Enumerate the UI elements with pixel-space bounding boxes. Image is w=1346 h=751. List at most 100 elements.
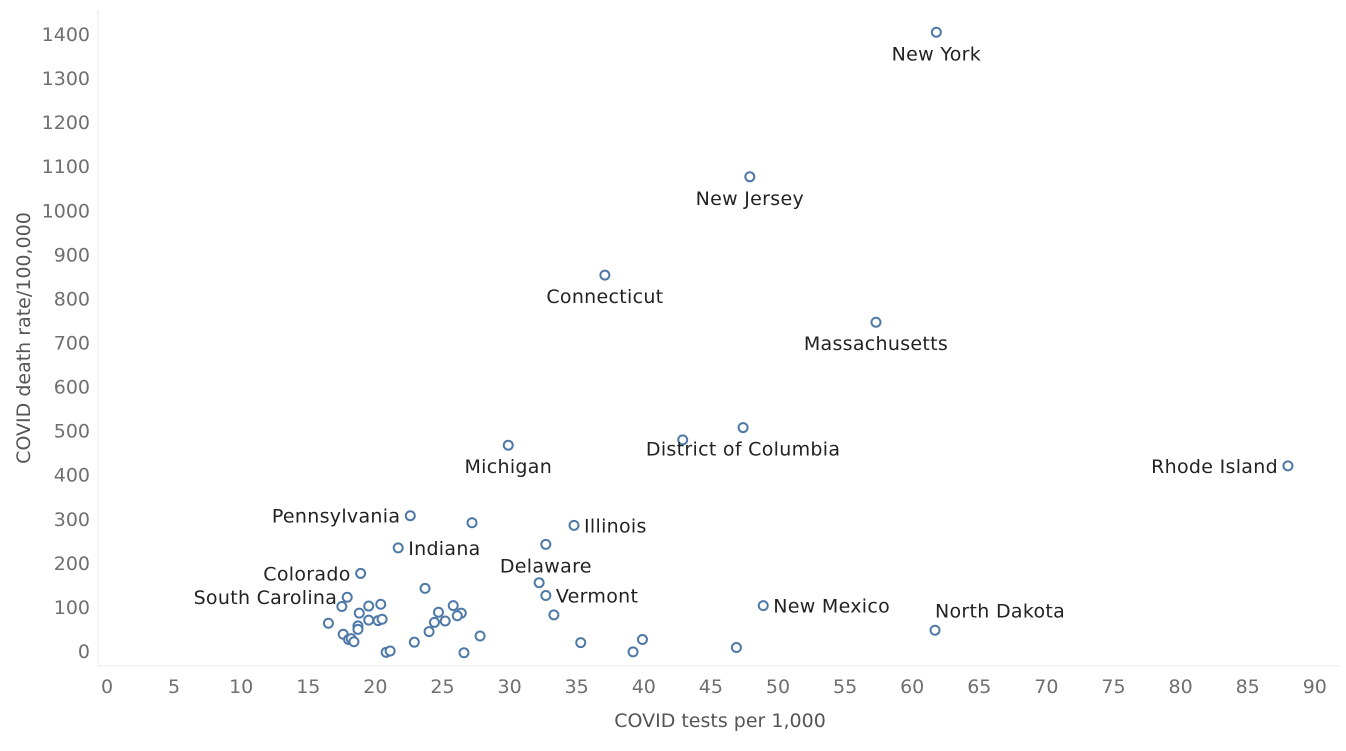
data-point [737, 422, 749, 434]
point-label: Delaware [500, 555, 592, 577]
data-point [548, 609, 560, 621]
x-tick-label: 90 [1303, 676, 1327, 698]
data-point [392, 542, 404, 554]
data-point [466, 517, 478, 529]
point-label: District of Columbia [646, 439, 840, 461]
point-label: Pennsylvania [272, 506, 400, 528]
y-tick-label: 200 [54, 553, 90, 575]
data-point [447, 600, 459, 612]
point-label: South Carolina [194, 587, 338, 609]
data-point [568, 519, 580, 531]
data-point [540, 589, 552, 601]
x-tick-label: 35 [565, 676, 589, 698]
x-tick-label: 20 [363, 676, 387, 698]
x-tick-label: 65 [967, 676, 991, 698]
x-tick-label: 85 [1236, 676, 1260, 698]
data-point [384, 645, 396, 657]
y-tick-label: 1200 [42, 112, 90, 134]
data-point [575, 637, 587, 649]
point-label: Illinois [584, 515, 647, 537]
x-tick-label: 60 [900, 676, 924, 698]
data-point [348, 636, 360, 648]
y-tick-label: 1300 [42, 68, 90, 90]
y-axis-title: COVID death rate/100,000 [13, 212, 35, 464]
data-point [502, 439, 514, 451]
ticks-layer: 0 5 10 15 20 25 30 35 40 45 50 55 60 65 70 75 80 85 900100… [42, 24, 1327, 698]
x-tick-label: 25 [430, 676, 454, 698]
x-tick-label: 10 [229, 676, 253, 698]
x-tick-label: 70 [1034, 676, 1058, 698]
data-point [432, 606, 444, 618]
y-tick-label: 300 [54, 509, 90, 531]
data-point [627, 646, 639, 658]
data-point [352, 623, 364, 635]
x-tick-label: 30 [498, 676, 522, 698]
y-tick-label: 400 [54, 465, 90, 487]
y-tick-label: 0 [78, 641, 90, 663]
point-label: Connecticut [546, 286, 663, 308]
data-point [930, 26, 942, 38]
data-point [408, 636, 420, 648]
data-point [322, 617, 334, 629]
data-point [677, 434, 689, 446]
y-tick-label: 1400 [42, 24, 90, 46]
data-point [458, 647, 470, 659]
data-point [451, 610, 463, 622]
data-point [599, 269, 611, 281]
data-point [355, 567, 367, 579]
x-tick-label: 55 [833, 676, 857, 698]
point-label: Colorado [263, 563, 350, 585]
y-tick-label: 700 [54, 333, 90, 355]
data-point [744, 171, 756, 183]
x-tick-label: 40 [632, 676, 656, 698]
data-point [730, 641, 742, 653]
point-label: New Jersey [696, 188, 804, 210]
x-tick-label: 50 [766, 676, 790, 698]
x-tick-label: 0 [101, 676, 113, 698]
data-point [439, 615, 451, 627]
y-tick-label: 800 [54, 288, 90, 310]
point-label: New Mexico [773, 596, 890, 618]
point-label: Massachusetts [804, 333, 948, 355]
y-tick-label: 600 [54, 377, 90, 399]
x-axis-title: COVID tests per 1,000 [614, 710, 826, 732]
x-tick-label: 75 [1101, 676, 1125, 698]
point-label: Michigan [464, 456, 552, 478]
data-point [870, 316, 882, 328]
data-point [428, 616, 440, 628]
data-point [474, 630, 486, 642]
data-point [376, 613, 388, 625]
data-point [341, 591, 353, 603]
data-point [757, 600, 769, 612]
axes-layer [97, 10, 1340, 667]
data-point [1282, 460, 1294, 472]
data-point [375, 598, 387, 610]
y-tick-label: 500 [54, 421, 90, 443]
y-tick-label: 1000 [42, 200, 90, 222]
data-point [419, 582, 431, 594]
x-tick-label: 5 [168, 676, 180, 698]
data-point [929, 624, 941, 636]
points-layer [322, 26, 1294, 659]
y-tick-label: 1100 [42, 156, 90, 178]
point-labels-layer: New York New Jersey Connecticut Massachuset… [194, 43, 1278, 622]
data-point [533, 577, 545, 589]
point-label: Indiana [408, 538, 480, 560]
data-point [363, 600, 375, 612]
x-tick-label: 15 [296, 676, 320, 698]
point-label: Rhode Island [1151, 456, 1278, 478]
point-label: Vermont [556, 585, 638, 607]
point-label: North Dakota [935, 600, 1065, 622]
data-point [636, 634, 648, 646]
y-tick-label: 100 [54, 597, 90, 619]
point-label: New York [892, 43, 981, 65]
data-point [336, 600, 348, 612]
y-tick-label: 900 [54, 244, 90, 266]
data-point [404, 510, 416, 522]
x-tick-label: 80 [1169, 676, 1193, 698]
x-tick-label: 45 [699, 676, 723, 698]
data-point [353, 607, 365, 619]
data-point [540, 538, 552, 550]
